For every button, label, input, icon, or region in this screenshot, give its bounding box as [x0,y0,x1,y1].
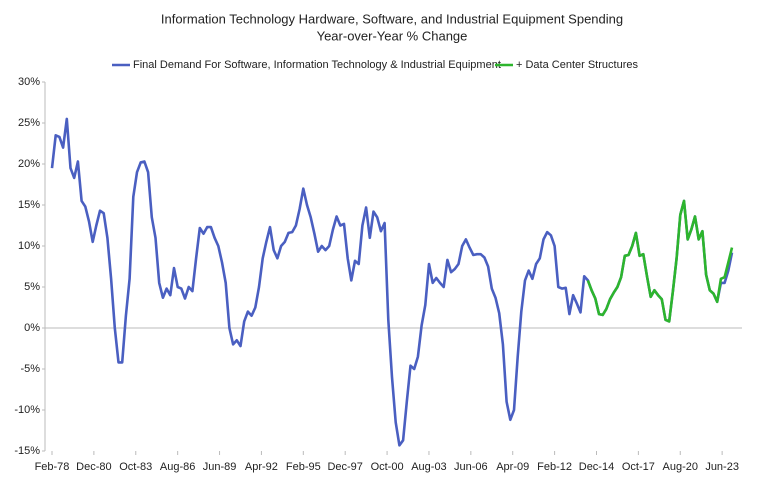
series-line [50,117,734,447]
y-tick-label: 0% [24,322,40,334]
x-tick-label: Apr-09 [496,461,529,473]
x-tick-label: Dec-97 [327,461,362,473]
x-tick-label: Feb-12 [537,461,572,473]
y-tick-label: 5% [24,281,40,293]
x-tick-label: Oct-00 [371,461,404,473]
x-tick-label: Aug-03 [411,461,446,473]
y-tick-label: 30% [18,76,40,88]
x-tick-label: Dec-14 [579,461,614,473]
x-tick-label: Feb-78 [35,461,70,473]
x-tick-label: Feb-95 [286,461,321,473]
x-tick-label: Jun-89 [203,461,237,473]
x-tick-label: Jun-06 [454,461,488,473]
chart-subtitle: Year-over-Year % Change [317,28,468,43]
x-tick-label: Aug-86 [160,461,195,473]
series-line [586,199,734,323]
x-tick-label: Aug-20 [663,461,698,473]
y-tick-label: 25% [18,117,40,129]
chart-title: Information Technology Hardware, Softwar… [161,11,623,26]
y-tick-label: 20% [18,158,40,170]
legend-label: + Data Center Structures [516,59,638,71]
y-tick-label: -5% [20,363,40,375]
x-tick-label: Oct-17 [622,461,655,473]
y-tick-label: -10% [14,404,40,416]
y-tick-label: 10% [18,240,40,252]
x-tick-label: Apr-92 [245,461,278,473]
y-tick-label: 15% [18,199,40,211]
legend-label: Final Demand For Software, Information T… [133,59,501,71]
y-tick-label: -15% [14,445,40,457]
x-tick-label: Jun-23 [705,461,739,473]
x-tick-label: Oct-83 [119,461,152,473]
x-tick-label: Dec-80 [76,461,111,473]
